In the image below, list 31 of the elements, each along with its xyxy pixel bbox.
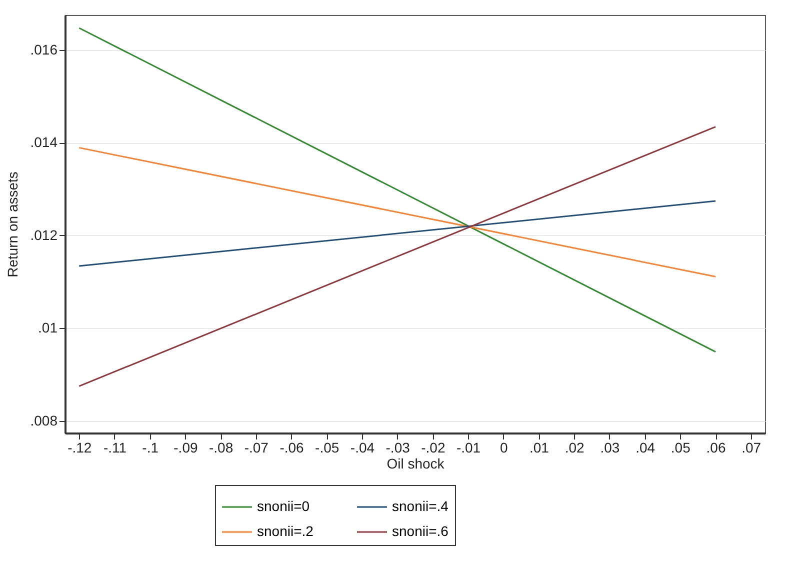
- x-tick-label: .04: [636, 440, 656, 456]
- legend-label: snonii=0: [257, 498, 310, 514]
- legend-label: snonii=.2: [257, 523, 314, 539]
- x-tick-label: 0: [500, 440, 508, 456]
- x-tick-label: -.11: [103, 440, 127, 456]
- y-axis-title: Return on assets: [4, 172, 20, 278]
- x-tick-label: .06: [706, 440, 726, 456]
- legend-label: snonii=.4: [392, 498, 449, 514]
- x-axis-title: Oil shock: [386, 456, 446, 472]
- y-tick-label: .016: [30, 41, 58, 58]
- x-tick-label: -.1: [142, 440, 159, 456]
- x-tick-label: -.03: [386, 440, 410, 456]
- x-tick-label: .05: [670, 440, 691, 456]
- x-tick-label: .02: [564, 440, 585, 456]
- x-tick-label: -.12: [68, 440, 92, 456]
- x-tick-label: -.01: [456, 440, 481, 456]
- y-tick-label: .01: [38, 320, 58, 336]
- x-tick-label: -.09: [174, 440, 198, 456]
- x-tick-label: -.02: [421, 440, 446, 456]
- y-tick-label: .012: [30, 226, 58, 243]
- x-tick-label: .03: [600, 440, 620, 456]
- x-tick-label: -.07: [244, 440, 269, 456]
- x-tick-label: .07: [742, 440, 762, 456]
- y-tick-label: .014: [30, 134, 58, 150]
- y-tick-label: .008: [30, 412, 58, 428]
- x-tick-label: -.05: [315, 440, 340, 456]
- x-tick-label: -.08: [208, 440, 234, 456]
- x-tick-label: .01: [530, 440, 550, 456]
- x-tick-label: -.04: [350, 440, 375, 456]
- x-tick-label: -.06: [280, 440, 304, 456]
- legend-label: snonii=.6: [392, 523, 449, 539]
